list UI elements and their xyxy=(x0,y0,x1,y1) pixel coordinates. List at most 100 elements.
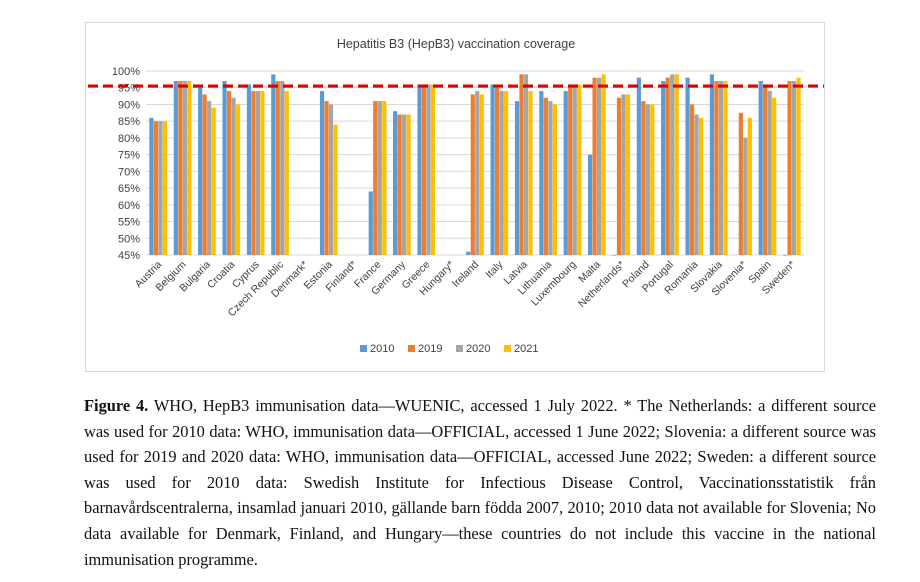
legend-label-2021: 2021 xyxy=(514,343,538,355)
bar-2020 xyxy=(743,137,748,255)
bar-2019 xyxy=(178,81,183,255)
bar-2021 xyxy=(772,97,777,255)
bar-2010 xyxy=(271,74,276,255)
bar-2019 xyxy=(202,94,207,255)
bar-2019 xyxy=(763,84,768,255)
bar-2020 xyxy=(402,114,407,255)
bar-2021 xyxy=(235,104,241,255)
bar-2010 xyxy=(198,84,203,255)
bar-2020 xyxy=(597,77,602,255)
bar-2010 xyxy=(222,81,227,255)
bar-2019 xyxy=(397,114,402,255)
figure-caption-text: WHO, HepB3 immunisation data—WUENIC, acc… xyxy=(84,396,876,569)
legend-label-2019: 2019 xyxy=(418,343,442,355)
bar-2021 xyxy=(552,104,557,255)
bar-2010 xyxy=(246,84,252,255)
bar-2019 xyxy=(714,81,719,255)
bar-2021 xyxy=(504,91,509,255)
bar-2020 xyxy=(499,91,504,255)
bar-2019 xyxy=(519,74,524,255)
bar-2010 xyxy=(612,255,617,256)
bar-2010 xyxy=(782,255,788,256)
bar-2010 xyxy=(368,191,373,255)
y-tick-label: 60% xyxy=(118,200,140,212)
bar-2010 xyxy=(758,81,763,255)
bar-2021 xyxy=(260,91,265,255)
y-axis-ticks: 45%50%55%60%65%70%75%80%85%90%95%100% xyxy=(112,66,140,262)
bar-2020 xyxy=(280,81,285,255)
bar-2019 xyxy=(226,91,232,255)
bar-2010 xyxy=(149,117,154,255)
bar-2021 xyxy=(674,74,679,255)
bar-2010 xyxy=(514,101,520,255)
bar-2021 xyxy=(528,91,533,255)
bar-2020 xyxy=(182,81,187,255)
bar-2019 xyxy=(275,81,280,255)
y-tick-label: 80% xyxy=(118,133,140,145)
bar-2019 xyxy=(689,104,695,255)
y-tick-label: 65% xyxy=(118,183,140,195)
bar-2021 xyxy=(187,81,192,255)
bar-2021 xyxy=(601,74,606,255)
bar-2021 xyxy=(430,84,436,255)
x-axis-categories: AustriaBelgiumBulgariaCroatiaCyprusCzech… xyxy=(133,258,798,319)
bar-2019 xyxy=(153,121,159,255)
bar-2020 xyxy=(523,74,529,255)
bars xyxy=(149,74,801,256)
bar-2021 xyxy=(382,101,387,255)
bar-2020 xyxy=(426,84,431,255)
legend-swatch-2010 xyxy=(360,345,367,352)
chart-container: Hepatitis B3 (HepB3) vaccination coverag… xyxy=(85,22,825,372)
bar-2019 xyxy=(495,87,500,256)
bar-2010 xyxy=(490,84,495,255)
bar-2019 xyxy=(616,97,622,255)
bar-2019 xyxy=(665,77,670,255)
bar-2019 xyxy=(568,84,573,255)
y-tick-label: 90% xyxy=(118,99,140,111)
figure-label: Figure 4. xyxy=(84,396,149,415)
figure-caption: Figure 4. WHO, HepB3 immunisation data—W… xyxy=(84,393,876,572)
bar-2019 xyxy=(373,101,378,255)
legend-swatch-2021 xyxy=(504,345,511,352)
bar-2021 xyxy=(406,114,411,255)
gridlines xyxy=(146,70,804,256)
legend-swatch-2020 xyxy=(456,345,463,352)
bar-2020 xyxy=(718,81,724,255)
bar-2021 xyxy=(284,91,289,255)
bar-2021 xyxy=(211,107,216,255)
bar-2021 xyxy=(698,117,704,255)
bar-2010 xyxy=(466,251,471,255)
y-tick-label: 55% xyxy=(118,217,140,229)
bar-2010 xyxy=(636,77,641,255)
y-tick-label: 85% xyxy=(118,116,140,128)
bar-2019 xyxy=(641,101,646,255)
bar-2019 xyxy=(738,112,743,256)
bar-2021 xyxy=(747,117,752,255)
bar-2021 xyxy=(162,121,168,255)
y-tick-label: 70% xyxy=(118,166,140,178)
bar-2020 xyxy=(645,104,650,255)
bar-2020 xyxy=(670,74,675,255)
bar-2010 xyxy=(563,91,568,255)
bar-2010 xyxy=(709,74,715,255)
bar-2010 xyxy=(173,81,178,255)
bar-2020 xyxy=(694,114,699,255)
y-tick-label: 45% xyxy=(118,250,140,262)
bar-2019 xyxy=(251,91,256,255)
bar-2010 xyxy=(588,154,593,255)
bar-2020 xyxy=(621,94,626,255)
legend-label-2020: 2020 xyxy=(466,343,490,355)
y-tick-label: 100% xyxy=(112,66,140,78)
legend-swatch-2019 xyxy=(408,345,415,352)
y-tick-label: 75% xyxy=(118,150,140,162)
bar-2019 xyxy=(470,94,475,255)
bar-2020 xyxy=(255,91,261,255)
bar-2010 xyxy=(539,91,544,255)
bar-2020 xyxy=(231,97,236,255)
bar-2010 xyxy=(393,111,398,256)
bar-2021 xyxy=(650,104,655,255)
bar-2019 xyxy=(787,81,792,255)
bar-2019 xyxy=(421,84,427,255)
bar-2019 xyxy=(543,97,548,255)
bar-2020 xyxy=(207,101,212,255)
